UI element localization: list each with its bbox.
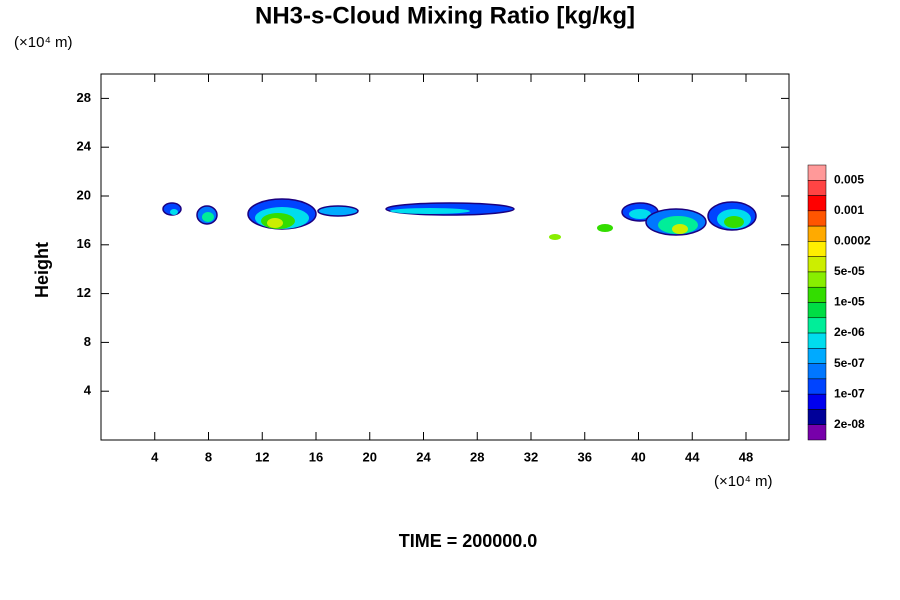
colorbar-box [807,180,827,196]
x-tick-label: 24 [416,449,431,464]
y-tick-label: 24 [77,139,92,154]
colorbar-box [807,210,827,227]
plot-frame [100,73,790,441]
colorbar-box [807,286,827,303]
x-tick-label: 48 [739,449,753,464]
colorbar-label: 1e-07 [834,386,865,400]
x-tick-label: 32 [524,449,538,464]
colorbar-label: 0.0002 [834,234,871,248]
cloud-field [162,198,757,240]
y-tick-label: 4 [84,383,92,398]
colorbar-box [807,164,827,181]
x-tick-label: 12 [255,449,269,464]
colorbar-label: 0.005 [834,172,864,186]
colorbar-box [807,256,827,273]
colorbar-box [807,409,827,425]
colorbar-label: 2e-08 [834,417,865,431]
colorbar-box [807,363,827,380]
y-tick-label: 28 [77,90,91,105]
colorbar-box [807,393,827,410]
x-tick-label: 44 [685,449,700,464]
colorbar-box [807,195,827,212]
y-tick-label: 20 [77,187,91,202]
y-tick-label: 16 [77,236,91,251]
colorbar-box [807,225,827,242]
y-tick-label: 12 [77,285,91,300]
x-tick-label: 36 [578,449,592,464]
colorbar-box [807,271,827,288]
colorbar-box [807,317,827,334]
footer-time: TIME = 200000.0 [399,531,538,551]
colorbar-box [807,378,827,395]
chart-title: NH3-s-Cloud Mixing Ratio [kg/kg] [255,2,635,29]
x-tick-label: 40 [631,449,645,464]
colorbar-label: 0.001 [834,203,864,217]
colorbar-label: 1e-05 [834,295,865,309]
x-unit: (×10⁴ m) [714,473,773,490]
colorbar-box [807,332,827,349]
y-tick-label: 8 [84,334,91,349]
colorbar-label: 2e-06 [834,325,865,339]
x-tick-label: 4 [151,449,159,464]
colorbar-box [807,241,827,257]
colorbar-box [807,424,827,441]
x-tick-label: 16 [309,449,323,464]
colorbar-label: 5e-07 [834,356,865,370]
colorbar-label: 5e-05 [834,264,865,278]
y-unit: (×10⁴ m) [14,34,73,51]
colorbar-box [807,348,827,364]
x-tick-label: 8 [205,449,212,464]
x-tick-label: 20 [363,449,377,464]
x-tick-label: 28 [470,449,484,464]
y-axis-label: Height [32,242,52,298]
colorbar-box [807,302,827,319]
